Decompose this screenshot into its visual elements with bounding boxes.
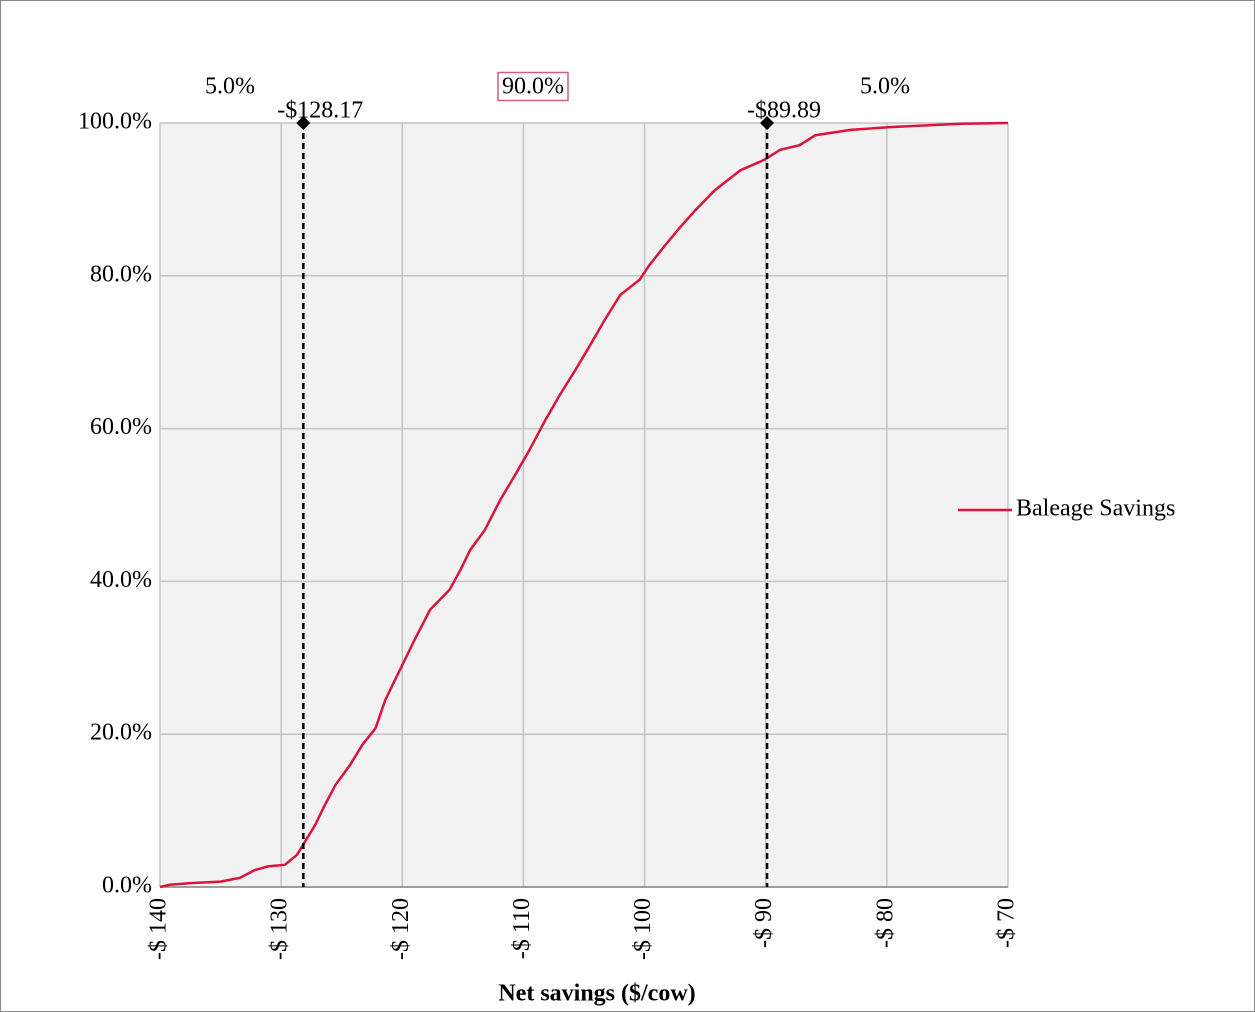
percentile-label: -$128.17: [277, 98, 363, 124]
percentile-label: -$89.89: [747, 98, 821, 124]
x-tick-label: -$ 70: [994, 898, 1020, 948]
x-tick-label: -$ 110: [509, 898, 535, 959]
x-tick-label: -$ 120: [388, 898, 414, 960]
x-tick-label: -$ 80: [872, 898, 898, 948]
percentile-diamond: [296, 116, 311, 130]
x-tick-label: -$ 130: [267, 898, 293, 960]
y-tick-label: 20.0%: [90, 720, 152, 746]
y-tick-label: 40.0%: [90, 567, 152, 593]
percentile-diamond: [760, 116, 775, 130]
x-axis-label: Net savings ($/cow): [498, 981, 695, 1007]
x-tick-label: -$ 100: [630, 898, 656, 960]
plot-area: [160, 123, 1008, 887]
series-line: [159, 121, 1009, 889]
band-box: [497, 71, 569, 102]
x-tick-label: -$ 90: [751, 898, 777, 948]
legend-label: Baleage Savings: [1016, 496, 1175, 522]
y-tick-label: 80.0%: [90, 261, 152, 287]
x-tick-label: -$ 140: [146, 898, 172, 960]
band-label: 5.0%: [860, 74, 910, 100]
y-tick-label: 60.0%: [90, 414, 152, 440]
y-tick-label: 100.0%: [78, 109, 152, 135]
band-label: 5.0%: [205, 74, 255, 100]
y-tick-label: 0.0%: [102, 873, 152, 899]
band-label: 90.0%: [502, 74, 564, 100]
